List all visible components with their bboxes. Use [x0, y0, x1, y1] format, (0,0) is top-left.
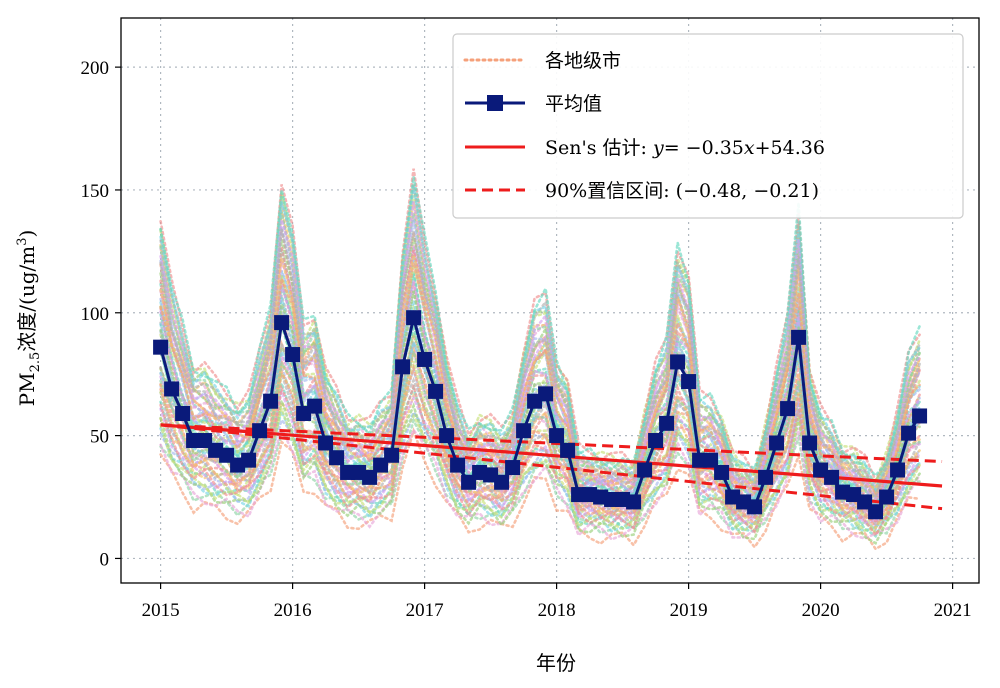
city-series-line: [159, 426, 921, 551]
city-series-group: [159, 168, 921, 551]
y-tick-label: 200: [81, 58, 110, 79]
mean-point: [175, 406, 191, 421]
mean-point: [560, 442, 576, 458]
mean-point: [395, 359, 411, 375]
mean-point: [241, 452, 257, 468]
ci-lower-line: [160, 423, 943, 511]
mean-point: [659, 415, 675, 431]
mean-point: [824, 469, 840, 485]
city-series-line: [159, 247, 921, 493]
mean-point: [274, 315, 290, 331]
mean-point: [670, 354, 686, 370]
trend-group: [160, 423, 943, 511]
y-ticks: 0 50 100 150 200: [81, 58, 121, 570]
mean-point: [681, 374, 697, 390]
mean-point: [384, 447, 400, 463]
legend-label-ci: 90%置信区间: (−0.48, −0.21): [545, 180, 819, 202]
city-series-line: [159, 363, 921, 531]
mean-point: [252, 423, 268, 439]
mean-point: [439, 428, 455, 444]
city-series-line: [159, 262, 921, 497]
legend: 各地级市 平均值 Sen's 估计: y= −0.35x+54.36 90%置信…: [452, 33, 964, 219]
x-tick-label: 2020: [802, 600, 840, 621]
legend-box: [452, 33, 964, 219]
x-axis-title: 年份: [536, 651, 576, 675]
mean-point: [153, 339, 169, 355]
mean-point: [747, 499, 763, 515]
mean-point: [505, 460, 521, 476]
mean-series-group: [153, 310, 928, 520]
mean-point: [417, 351, 433, 367]
legend-label-sen: Sen's 估计: y= −0.35x+54.36: [545, 137, 825, 159]
x-tick-label: 2015: [142, 600, 180, 621]
mean-point: [879, 489, 895, 505]
ci-upper-line: [160, 423, 943, 464]
mean-point: [428, 383, 444, 399]
x-tick-label: 2018: [538, 600, 576, 621]
mean-point: [769, 435, 785, 451]
mean-point: [780, 401, 796, 417]
mean-point: [912, 408, 928, 424]
y-axis-title: PM2.5浓度/(ug/m3): [15, 230, 43, 407]
mean-point: [549, 428, 565, 444]
mean-point: [318, 435, 334, 451]
mean-point: [648, 433, 664, 449]
city-series-line: [159, 246, 921, 504]
mean-point: [494, 474, 510, 490]
x-tick-label: 2016: [274, 600, 312, 621]
mean-point: [901, 425, 917, 441]
city-series-line: [159, 176, 921, 478]
plot-frame: [120, 17, 980, 584]
city-series-line: [159, 201, 921, 501]
mean-point: [703, 452, 719, 468]
mean-point: [263, 393, 279, 409]
mean-point: [637, 462, 653, 478]
mean-point: [714, 464, 730, 480]
mean-point: [516, 423, 532, 439]
y-tick-label: 0: [100, 549, 110, 570]
y-tick-label: 50: [90, 427, 109, 448]
city-series-line: [159, 381, 921, 538]
city-series-line: [159, 228, 921, 500]
mean-point: [626, 494, 642, 510]
mean-point: [362, 469, 378, 485]
y-tick-label: 150: [81, 181, 110, 202]
city-series-line: [159, 404, 921, 533]
mean-point: [758, 469, 774, 485]
mean-point: [868, 504, 884, 520]
mean-point: [538, 386, 554, 402]
mean-point: [164, 381, 180, 397]
mean-point: [329, 450, 345, 466]
mean-point: [802, 435, 818, 451]
x-tick-label: 2021: [934, 600, 972, 621]
legend-swatch-mean-marker: [487, 95, 503, 111]
legend-label-mean: 平均值: [545, 93, 602, 115]
x-tick-label: 2019: [670, 600, 708, 621]
mean-point: [450, 457, 466, 473]
legend-label-cities: 各地级市: [545, 50, 621, 72]
mean-point: [307, 398, 323, 414]
mean-point: [791, 329, 807, 345]
mean-point: [406, 310, 422, 326]
city-series-line: [159, 280, 921, 508]
y-tick-label: 100: [81, 304, 110, 325]
sen-trend-line: [160, 423, 943, 488]
x-tick-label: 2017: [406, 600, 444, 621]
city-series-line: [159, 425, 921, 541]
mean-point: [285, 347, 301, 363]
x-ticks: 2015 2016 2017 2018 2019 2020 2021: [142, 583, 972, 621]
mean-point: [890, 462, 906, 478]
